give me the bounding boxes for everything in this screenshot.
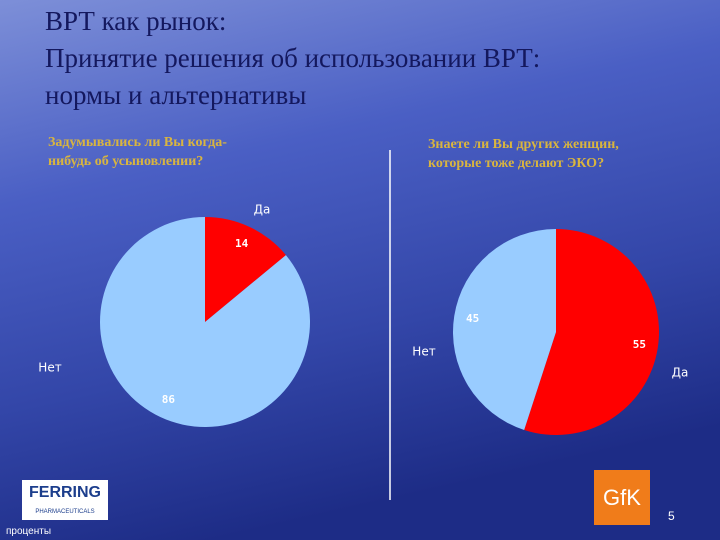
slide-title: Принятие решения об использовании ВРТ: <box>45 43 540 73</box>
category-label: Да <box>254 203 271 217</box>
category-label: Нет <box>38 361 61 375</box>
logo-text: FERRING <box>29 484 101 501</box>
pie-slice <box>100 217 311 427</box>
question: Знаете ли Вы других женщин, <box>428 137 619 152</box>
pie-slice <box>453 229 556 430</box>
value-label: 55 <box>633 338 646 351</box>
value-label: 14 <box>235 237 249 250</box>
question: нибудь об усыновлении? <box>48 154 203 169</box>
logo-text: GfK <box>603 485 641 510</box>
gfk-logo <box>594 470 650 525</box>
ferring-logo <box>22 480 108 520</box>
category-label: Нет <box>412 345 435 359</box>
page-number: 5 <box>668 509 675 523</box>
logo-text: PHARMACEUTICALS <box>35 509 94 515</box>
question: которые тоже делают ЭКО? <box>428 156 604 171</box>
question: Задумывались ли Вы когда- <box>48 135 227 150</box>
category-label: Да <box>672 366 689 380</box>
value-label: 45 <box>466 312 479 325</box>
pie-slice <box>205 217 286 322</box>
unit-note: проценты <box>6 526 51 537</box>
slide-title: нормы и альтернативы <box>45 80 306 110</box>
pie-slice <box>524 229 659 436</box>
value-label: 86 <box>162 393 176 406</box>
slide-title: ВРТ как рынок: <box>45 6 226 36</box>
